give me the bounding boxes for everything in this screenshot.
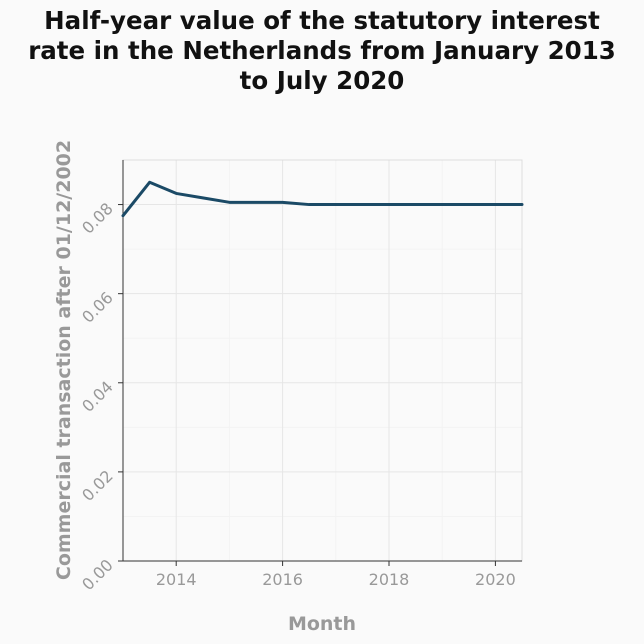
y-tick-label: 0.00 xyxy=(78,555,117,594)
y-tick-label: 0.08 xyxy=(78,199,117,238)
grid-layer xyxy=(123,159,522,562)
y-tick-label: 0.06 xyxy=(78,288,117,327)
chart-title-line-1: Half-year value of the statutory interes… xyxy=(44,6,600,35)
x-tick-label: 2018 xyxy=(369,570,410,589)
y-tick-label: 0.02 xyxy=(78,466,117,505)
axes-layer: 2014 2016 2018 2020 0.00 0.02 0.04 0.06 0.08 xyxy=(78,159,523,594)
chart-title-line-2: rate in the Netherlands from January 201… xyxy=(28,36,616,65)
label-layer: Month Commercial transaction after 01/12… xyxy=(53,140,356,635)
chart-title-line-3: to July 2020 xyxy=(239,66,405,95)
x-axis-label: Month xyxy=(288,613,356,635)
series-line-0 xyxy=(121,180,524,218)
x-tick-label: 2020 xyxy=(475,570,516,589)
chart-title: Half-year value of the statutory interes… xyxy=(0,6,644,96)
x-tick-label: 2014 xyxy=(156,570,197,589)
y-tick-label: 0.04 xyxy=(78,377,117,416)
plot-frame xyxy=(122,159,523,562)
y-axis-label: Commercial transaction after 01/12/2002 xyxy=(53,140,75,580)
series-layer xyxy=(121,180,524,218)
x-tick-label: 2016 xyxy=(262,570,303,589)
